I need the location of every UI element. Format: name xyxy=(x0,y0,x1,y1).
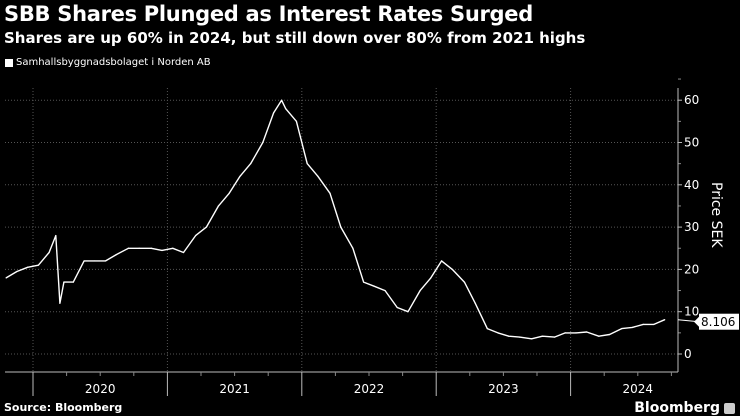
data-point xyxy=(621,328,623,330)
y-tick-label: 0 xyxy=(684,347,692,361)
data-point xyxy=(384,289,386,292)
data-point xyxy=(59,302,61,304)
data-point xyxy=(653,323,655,325)
chart-title: SBB Shares Plunged as Interest Rates Sur… xyxy=(4,2,533,26)
data-point xyxy=(182,251,185,254)
y-tick-label: 60 xyxy=(684,93,699,107)
legend-swatch xyxy=(5,59,13,67)
data-point xyxy=(564,332,566,334)
data-point xyxy=(5,277,7,279)
data-point xyxy=(281,99,283,101)
data-point xyxy=(631,326,634,328)
data-point xyxy=(285,108,287,110)
data-point xyxy=(340,226,342,228)
data-point xyxy=(474,302,476,304)
bloomberg-logo: Bloomberg xyxy=(634,400,720,416)
last-value-label: 8.106 xyxy=(701,315,735,329)
legend-label: Samhallsbyggnadsbolaget i Norden AB xyxy=(16,57,211,68)
data-point xyxy=(531,338,533,340)
data-point xyxy=(575,332,577,334)
data-point xyxy=(195,234,197,237)
y-tick-label: 50 xyxy=(684,136,699,150)
data-point xyxy=(440,260,443,262)
source-note: Source: Bloomberg xyxy=(4,401,123,414)
y-axis-label: Price SEK xyxy=(708,182,724,248)
data-point xyxy=(486,328,488,330)
data-point xyxy=(172,247,174,249)
x-tick-label: 2022 xyxy=(354,382,385,396)
data-point xyxy=(419,289,421,292)
data-point xyxy=(94,260,96,262)
data-point xyxy=(508,335,510,337)
data-point xyxy=(608,333,611,336)
data-point xyxy=(373,285,375,287)
data-point xyxy=(205,226,207,228)
y-tick-label: 30 xyxy=(684,220,699,234)
data-point xyxy=(396,306,398,309)
data-point xyxy=(497,332,499,334)
data-point xyxy=(553,336,556,338)
y-tick-label: 10 xyxy=(684,305,699,319)
data-point xyxy=(127,247,130,249)
data-point xyxy=(239,175,241,177)
data-point xyxy=(217,205,220,207)
x-tick-label: 2023 xyxy=(488,382,519,396)
data-point xyxy=(463,281,466,283)
data-point xyxy=(228,192,230,194)
price-line xyxy=(5,99,665,340)
data-point xyxy=(37,264,39,266)
x-tick-label: 2021 xyxy=(219,382,250,396)
data-point xyxy=(451,268,453,270)
x-tick-label: 2024 xyxy=(623,382,654,396)
data-point xyxy=(115,253,117,256)
data-point xyxy=(329,192,331,194)
data-point xyxy=(272,112,275,114)
data-point xyxy=(518,336,521,338)
data-point xyxy=(161,249,163,251)
data-point xyxy=(72,281,74,283)
data-point xyxy=(541,335,543,337)
last-value-pointer xyxy=(694,316,699,327)
legend: Samhallsbyggnadsbolaget i Norden AB xyxy=(5,57,211,69)
data-point xyxy=(150,247,152,249)
data-point xyxy=(16,270,18,273)
bloomberg-chart-icon xyxy=(724,403,735,414)
data-point xyxy=(642,323,644,325)
data-point xyxy=(430,277,432,279)
data-point xyxy=(317,175,319,177)
data-point xyxy=(83,260,85,262)
last-value-badge xyxy=(699,313,739,330)
data-point xyxy=(664,319,666,321)
data-point xyxy=(55,234,57,237)
y-tick-label: 20 xyxy=(684,262,699,276)
data-point xyxy=(27,266,29,268)
data-point xyxy=(598,335,600,337)
data-point xyxy=(104,260,107,262)
data-point xyxy=(306,163,308,165)
data-point xyxy=(352,247,354,249)
data-point xyxy=(63,281,65,283)
y-tick-label: 40 xyxy=(684,178,699,192)
data-point xyxy=(262,141,264,144)
data-point xyxy=(363,281,365,283)
chart-subtitle: Shares are up 60% in 2024, but still dow… xyxy=(4,29,586,47)
data-point xyxy=(48,251,50,254)
x-tick-label: 2020 xyxy=(85,382,116,396)
data-point xyxy=(586,331,588,333)
data-point xyxy=(407,311,409,313)
data-point xyxy=(295,120,298,122)
data-point xyxy=(138,247,140,249)
data-point xyxy=(250,163,252,165)
